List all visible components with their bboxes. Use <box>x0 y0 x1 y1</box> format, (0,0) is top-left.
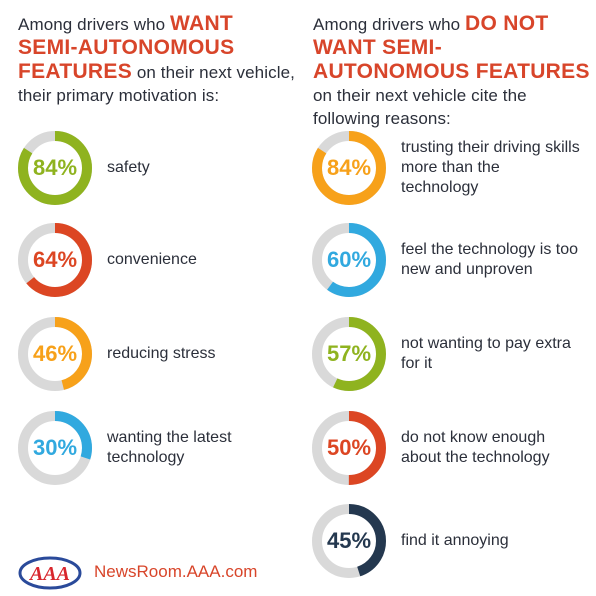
donut-value-arc <box>312 223 386 297</box>
want-item: 30% wanting the latest technology <box>17 410 287 486</box>
donut-percent-label: 84% <box>326 155 372 180</box>
do-not-want-donut <box>312 504 386 578</box>
donut-value-arc <box>18 317 92 391</box>
heading-do-not-want-emphasis: DO NOT WANT SEMI-AUTONOMOUS FEATURES <box>313 12 590 83</box>
aaa-logo-text: AAA <box>28 563 70 585</box>
donut-percent-label: 64% <box>32 247 78 272</box>
do-not-want-item: 45% find it annoying <box>311 503 581 579</box>
do-not-want-item: 50% do not know enough about the technolo… <box>311 410 581 486</box>
donut-percent-label: 60% <box>326 247 372 272</box>
heading-do-not-want-post: on their next vehicle cite the following… <box>313 86 527 128</box>
donut-value-arc <box>18 131 92 205</box>
want-item: 84% safety <box>17 130 287 206</box>
donut-value-arc <box>312 317 386 391</box>
donut-value-arc <box>18 411 92 485</box>
want-item: 64% convenience <box>17 222 287 298</box>
want-donut <box>18 223 92 297</box>
do-not-want-item: 60% feel the technology is too new and un… <box>311 222 581 298</box>
donut-percent-label: 57% <box>326 341 372 366</box>
do-not-want-item: 57% not wanting to pay extra for it <box>311 316 581 392</box>
donut-percent-label: 84% <box>32 155 78 180</box>
do-not-want-donut <box>312 411 386 485</box>
donut-category-label: safety <box>107 159 150 176</box>
heading-want-post: on their next vehicle, their primary mot… <box>18 63 295 105</box>
donut-percent-label: 46% <box>32 341 78 366</box>
do-not-want-donut <box>312 317 386 391</box>
donut-value-arc <box>312 131 386 205</box>
donut-category-label: not wanting to pay extra for it <box>401 335 571 372</box>
aaa-logo: AAA <box>18 556 82 590</box>
donut-value-arc <box>312 411 386 485</box>
donut-category-label: do not know enough about the technology <box>401 429 550 466</box>
donut-category-label: wanting the latest technology <box>107 429 232 466</box>
donut-category-label: find it annoying <box>401 532 509 549</box>
heading-want-pre: Among drivers who <box>18 15 171 34</box>
heading-want: Among drivers who WANT SEMI-AUTONOMOUS F… <box>18 12 298 107</box>
want-donut <box>18 411 92 485</box>
want-donut <box>18 131 92 205</box>
heading-do-not-want-pre: Among drivers who <box>313 15 466 34</box>
donut-category-label: convenience <box>107 251 197 268</box>
donut-percent-label: 50% <box>326 435 372 460</box>
donut-value-arc <box>312 504 386 578</box>
donut-category-label: feel the technology is too new and unpro… <box>401 241 579 278</box>
want-donut <box>18 317 92 391</box>
donut-percent-label: 30% <box>32 435 78 460</box>
heading-do-not-want: Among drivers who DO NOT WANT SEMI-AUTON… <box>313 12 595 130</box>
donut-category-label: reducing stress <box>107 345 216 362</box>
donut-percent-label: 45% <box>326 528 372 553</box>
donut-value-arc <box>18 223 92 297</box>
do-not-want-donut <box>312 131 386 205</box>
heading-want-emphasis: WANT SEMI-AUTONOMOUS FEATURES <box>18 12 235 83</box>
want-item: 46% reducing stress <box>17 316 287 392</box>
do-not-want-donut <box>312 223 386 297</box>
donut-category-label: trusting their driving skills more than … <box>401 139 580 196</box>
do-not-want-item: 84% trusting their driving skills more th… <box>311 130 581 206</box>
newsroom-url: NewsRoom.AAA.com <box>94 562 258 581</box>
